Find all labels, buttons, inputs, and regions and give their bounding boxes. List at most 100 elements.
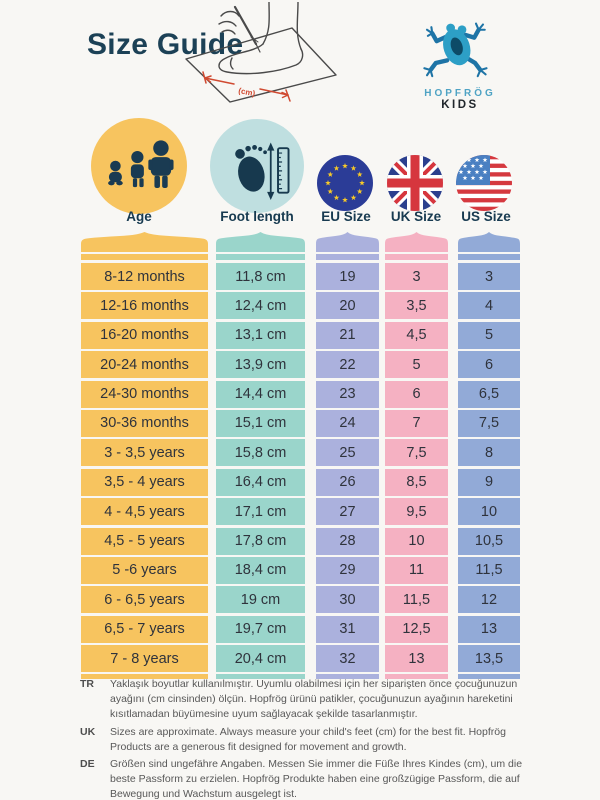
table-cell: 9,5 (385, 498, 448, 526)
cm-label: (cm) (238, 86, 257, 98)
column-label-age: Age (126, 209, 152, 224)
column-arch (81, 232, 208, 252)
table-cell: 12 (458, 586, 520, 614)
table-cell: 30-36 months (81, 409, 208, 437)
table-cell: 7 (385, 409, 448, 437)
table-cell: 13,5 (458, 645, 520, 673)
table-column-eu-size: 19 20 21 22 23 24 25 26 27 28 29 30 31 32 (316, 232, 379, 680)
table-cell: 19 cm (216, 586, 305, 614)
foot-measuring-illustration: (cm) (185, 2, 337, 103)
table-cell: 7,5 (385, 439, 448, 467)
table-cell: 13 (458, 615, 520, 643)
cm-dimension-arrow (202, 71, 291, 102)
table-cell: 20-24 months (81, 351, 208, 379)
column-cap (458, 674, 520, 680)
table-cell: 11,5 (385, 586, 448, 614)
age-people-icon (108, 140, 174, 188)
uk-flag-circle (387, 155, 443, 211)
table-cell: 30 (316, 586, 379, 614)
table-cell: 4,5 (385, 321, 448, 349)
column-band (316, 254, 379, 260)
footer-lang-label: TR (80, 678, 94, 690)
column-label-foot-length: Foot length (220, 209, 294, 224)
table-cell: 10,5 (458, 527, 520, 555)
column-cap (316, 674, 379, 680)
table-cell: 19 (316, 263, 379, 290)
table-cell: 20,4 cm (216, 645, 305, 673)
table-cell: 11 (385, 556, 448, 584)
table-cell: 19,7 cm (216, 615, 305, 643)
page-title: Size Guide (87, 28, 244, 61)
table-cell: 12-16 months (81, 292, 208, 320)
table-cell: 6 (458, 351, 520, 379)
us-flag-circle (456, 155, 512, 211)
footer-lang-label: UK (80, 725, 96, 738)
table-column-age: 8-12 months 12-16 months 16-20 months 20-24… (81, 232, 208, 680)
table-cell: 14,4 cm (216, 380, 305, 408)
table-cell: 12,5 (385, 615, 448, 643)
table-cell: 25 (316, 439, 379, 467)
column-label-us-size: US Size (461, 209, 511, 224)
table-cell: 17,8 cm (216, 527, 305, 555)
table-cell: 13 (385, 645, 448, 673)
table-cell: 4 (458, 292, 520, 320)
table-cell: 18,4 cm (216, 556, 305, 584)
table-cell: 3 (458, 263, 520, 290)
table-cell: 13,9 cm (216, 351, 305, 379)
column-band (385, 254, 448, 260)
column-arch (316, 232, 379, 252)
table-column-uk-size: 3 3,5 4,5 5 6 7 7,5 8,5 9,5 10 11 11,5 12,5 13 (385, 232, 448, 680)
brand-subname: KIDS (441, 99, 479, 111)
table-cell: 28 (316, 527, 379, 555)
table-cell: 15,8 cm (216, 439, 305, 467)
table-cell: 8 (458, 439, 520, 467)
table-cell: 20 (316, 292, 379, 320)
table-cell: 3,5 (385, 292, 448, 320)
column-cells: 3 4 5 6 6,5 7,5 8 9 10 10,5 11,5 12 13 13,5 (458, 263, 520, 673)
brand-name: HOPFRÖG (424, 88, 496, 99)
column-arch (458, 232, 520, 252)
column-label-uk-size: UK Size (390, 209, 442, 224)
column-arch (385, 232, 448, 252)
eu-flag-circle (317, 155, 373, 211)
table-cell: 22 (316, 351, 379, 379)
column-cap (216, 674, 305, 680)
table-column-foot-length: 11,8 cm 12,4 cm 13,1 cm 13,9 cm 14,4 cm 15,1 … (216, 232, 305, 680)
table-cell: 8,5 (385, 468, 448, 496)
footer-note-text: Yaklaşık boyutlar kullanılmıştır. Uyumlu… (110, 678, 518, 721)
table-cell: 12,4 cm (216, 292, 305, 320)
table-cell: 24 (316, 409, 379, 437)
column-band (216, 254, 305, 260)
column-band (81, 254, 208, 260)
column-label-eu-size: EU Size (321, 209, 371, 224)
table-cell: 26 (316, 468, 379, 496)
table-cell: 10 (385, 527, 448, 555)
table-cell: 3 (385, 263, 448, 290)
table-cell: 15,1 cm (216, 409, 305, 437)
uk-flag-icon (387, 155, 443, 211)
column-cap (385, 674, 448, 680)
table-cell: 6 (385, 380, 448, 408)
footer-lang-label: DE (80, 758, 95, 771)
column-cells: 8-12 months 12-16 months 16-20 months 20-24… (81, 263, 208, 673)
table-cell: 5 (458, 321, 520, 349)
table-cell: 3,5 - 4 years (81, 468, 208, 496)
us-flag-icon (456, 155, 512, 211)
footer-notes: TR Yaklaşık boyutlar kullanılmıştır. Uyu… (80, 677, 550, 800)
table-cell: 27 (316, 498, 379, 526)
age-circle (91, 118, 187, 214)
table-cell: 11,8 cm (216, 263, 305, 290)
eu-flag-icon (317, 155, 373, 211)
table-cell: 5 (385, 351, 448, 379)
footer-note-tr: TR Yaklaşık boyutlar kullanılmıştır. Uyu… (80, 677, 550, 723)
table-cell: 21 (316, 321, 379, 349)
table-cell: 31 (316, 615, 379, 643)
table-cell: 6 - 6,5 years (81, 586, 208, 614)
table-cell: 9 (458, 468, 520, 496)
column-cells: 3 3,5 4,5 5 6 7 7,5 8,5 9,5 10 11 11,5 12,5 13 (385, 263, 448, 673)
table-cell: 32 (316, 645, 379, 673)
footer-note-uk: UK Sizes are approximate. Always measure… (80, 725, 550, 755)
table-cell: 5 -6 years (81, 556, 208, 584)
table-cell: 6,5 (458, 380, 520, 408)
